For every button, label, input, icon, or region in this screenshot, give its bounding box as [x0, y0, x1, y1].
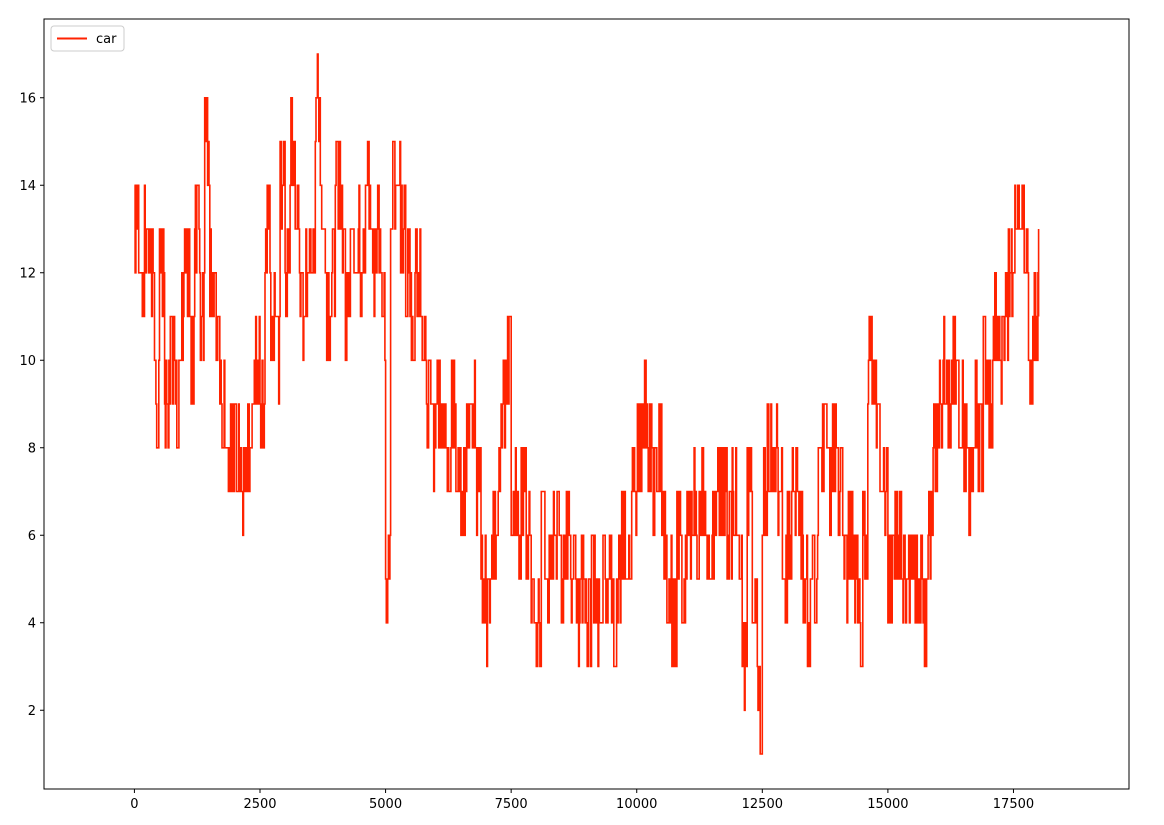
- y-tick-label: 2: [28, 704, 36, 719]
- legend-label-car: car: [96, 32, 117, 47]
- y-tick-label: 4: [28, 616, 36, 631]
- x-tick-label: 5000: [369, 797, 402, 812]
- y-tick-label: 10: [19, 354, 36, 369]
- x-tick-label: 10000: [616, 797, 657, 812]
- y-tick-label: 12: [19, 266, 36, 281]
- series-line-car: [134, 53, 1040, 755]
- x-tick-label: 2500: [243, 797, 276, 812]
- plot-frame: [43, 18, 1130, 790]
- x-tick-label: 15000: [867, 797, 908, 812]
- legend-box: [50, 25, 125, 52]
- y-tick-label: 16: [19, 91, 36, 106]
- legend: car: [50, 25, 125, 52]
- y-tick-label: 8: [28, 441, 36, 456]
- x-tick-label: 12500: [742, 797, 783, 812]
- y-axis: 2 4 6 8 10 12 14 16: [19, 91, 44, 719]
- y-tick-label: 6: [28, 529, 36, 544]
- series-layer: [134, 53, 1040, 755]
- x-tick-label: 17500: [993, 797, 1034, 812]
- x-tick-label: 7500: [495, 797, 528, 812]
- y-tick-label: 14: [19, 179, 36, 194]
- x-tick-label: 0: [130, 797, 138, 812]
- x-axis: 0 2500 5000 7500 10000 12500 15000 17500: [130, 789, 1034, 812]
